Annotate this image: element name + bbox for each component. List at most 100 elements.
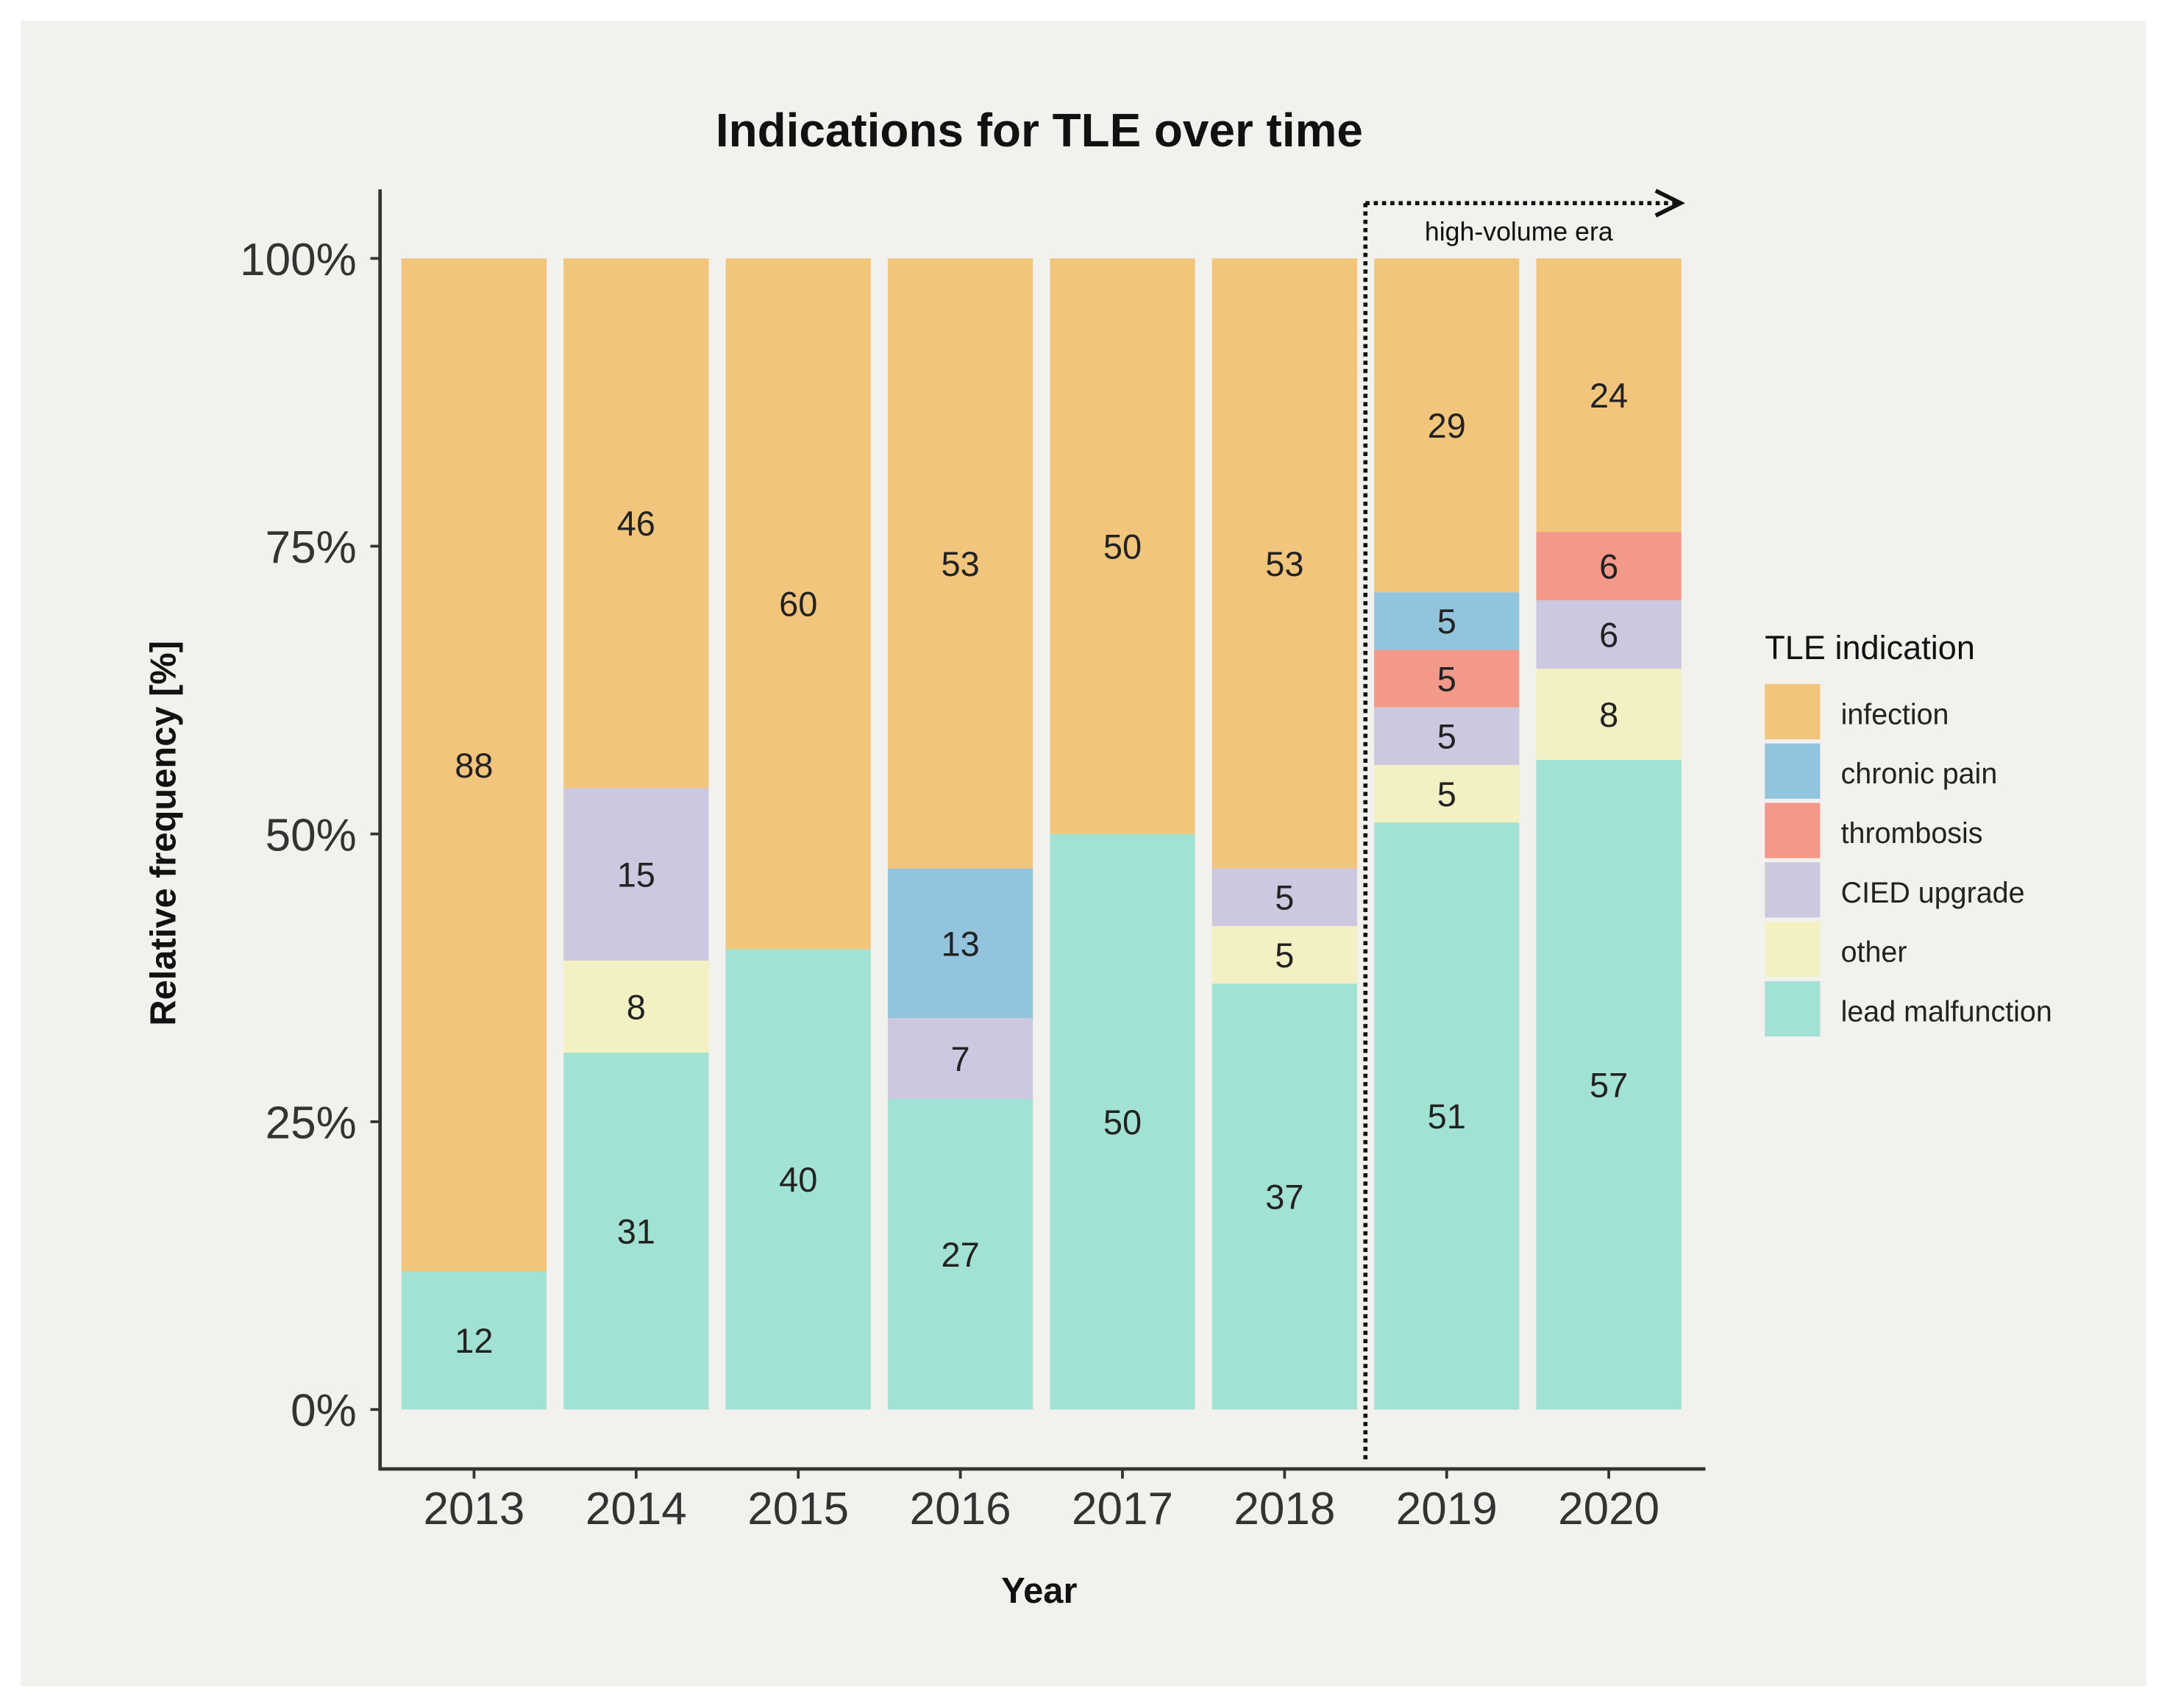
x-tick-label: 2018 bbox=[1234, 1484, 1335, 1534]
arrow-right-icon bbox=[1654, 188, 1685, 218]
legend-swatch bbox=[1765, 803, 1821, 858]
y-tick-label: 25% bbox=[266, 1098, 357, 1149]
data-label: 51 bbox=[1428, 1097, 1466, 1136]
bar-stack-2020: 57 8 6 6 24 bbox=[1536, 258, 1682, 1410]
bar-segment-infection bbox=[401, 258, 547, 1272]
bar-segment-infection bbox=[1050, 258, 1195, 834]
bar-segment-infection bbox=[1211, 258, 1358, 869]
y-tick-label: 0% bbox=[291, 1386, 357, 1437]
bar-segment-infection bbox=[887, 258, 1033, 869]
x-tick-label: 2013 bbox=[423, 1484, 524, 1534]
bar-stack-2014: 31 8 15 46 bbox=[563, 258, 709, 1410]
data-label: 40 bbox=[779, 1160, 817, 1199]
bar-segment-lead-malfunction bbox=[1211, 983, 1358, 1410]
x-tick-label: 2015 bbox=[747, 1484, 849, 1534]
data-label: 5 bbox=[1275, 878, 1294, 917]
bar-stack-2018: 37 5 5 53 bbox=[1211, 258, 1358, 1410]
bar-stack-2017: 50 50 bbox=[1050, 258, 1195, 1410]
high-volume-era-annotation: high-volume era bbox=[1363, 188, 1685, 1462]
y-tick-label: 100% bbox=[240, 235, 357, 285]
bar-segment-lead-malfunction bbox=[725, 949, 871, 1410]
chart-title: Indications for TLE over time bbox=[716, 104, 1363, 157]
data-label: 37 bbox=[1265, 1178, 1303, 1217]
data-label: 7 bbox=[951, 1039, 970, 1078]
legend-swatch bbox=[1765, 862, 1821, 918]
data-label: 88 bbox=[455, 746, 493, 785]
legend-item-infection: infection bbox=[1765, 683, 1949, 740]
x-tick-label: 2020 bbox=[1558, 1484, 1659, 1534]
legend: infection chronic pain thrombosis CIED upgr… bbox=[1765, 683, 2052, 1036]
legend-item-cied-upgrade: CIED upgrade bbox=[1765, 862, 2025, 918]
bar-segment-lead-malfunction bbox=[563, 1053, 709, 1410]
legend-item-thrombosis: thrombosis bbox=[1765, 803, 1982, 858]
legend-title: TLE indication bbox=[1765, 629, 1975, 666]
bar-segment-chronic-pain bbox=[887, 868, 1033, 1019]
legend-swatch bbox=[1765, 922, 1821, 978]
data-label: 15 bbox=[617, 855, 655, 894]
bar-stack-2019: 51 5 5 5 5 29 bbox=[1374, 258, 1520, 1410]
era-label: high-volume era bbox=[1425, 217, 1613, 246]
y-tick-label: 75% bbox=[266, 522, 357, 573]
legend-label: CIED upgrade bbox=[1841, 877, 2025, 909]
x-tick-label: 2017 bbox=[1072, 1484, 1173, 1534]
legend-swatch bbox=[1765, 743, 1821, 799]
legend-label: infection bbox=[1841, 698, 1949, 730]
data-label: 24 bbox=[1590, 376, 1628, 415]
data-label: 29 bbox=[1428, 406, 1466, 445]
bar-stack-2013: 12 88 bbox=[401, 258, 547, 1410]
y-axis-ticks: 0% 25% 50% 75% 100% bbox=[240, 235, 380, 1437]
y-axis-title: Relative frequency [%] bbox=[144, 641, 184, 1026]
bar-segment-thrombosis bbox=[1536, 532, 1682, 601]
data-label: 6 bbox=[1599, 616, 1618, 655]
legend-item-chronic-pain: chronic pain bbox=[1765, 743, 1998, 799]
bar-segment-other bbox=[1211, 925, 1358, 984]
legend-label: chronic pain bbox=[1841, 758, 1998, 790]
data-label: 6 bbox=[1599, 547, 1618, 586]
legend-item-other: other bbox=[1765, 922, 1907, 978]
data-label: 27 bbox=[941, 1235, 979, 1274]
bar-segment-other bbox=[1536, 669, 1682, 761]
data-label: 50 bbox=[1103, 1103, 1142, 1142]
legend-swatch bbox=[1765, 981, 1821, 1036]
bar-segment-cied-upgrade bbox=[1536, 600, 1682, 669]
y-tick-label: 50% bbox=[266, 810, 357, 861]
data-label: 5 bbox=[1437, 659, 1456, 698]
data-label: 60 bbox=[779, 585, 817, 624]
bar-segment-infection bbox=[1536, 258, 1682, 533]
legend-label: thrombosis bbox=[1841, 817, 1983, 850]
bar-segment-chronic-pain bbox=[1374, 592, 1520, 650]
data-label: 13 bbox=[941, 924, 979, 963]
data-label: 50 bbox=[1103, 527, 1142, 566]
legend-label: lead malfunction bbox=[1841, 995, 2052, 1028]
data-label: 8 bbox=[627, 987, 646, 1026]
data-label: 31 bbox=[617, 1212, 655, 1251]
bar-segment-other bbox=[563, 960, 709, 1053]
data-label: 5 bbox=[1275, 936, 1294, 975]
x-axis-ticks: 2013 2014 2015 2016 2017 2018 2019 2020 bbox=[423, 1468, 1659, 1534]
bar-segment-cied-upgrade bbox=[1211, 868, 1358, 926]
data-label: 8 bbox=[1599, 695, 1618, 734]
data-label: 5 bbox=[1437, 717, 1456, 756]
bar-segment-infection bbox=[1374, 258, 1520, 593]
bar-segment-lead-malfunction bbox=[401, 1271, 547, 1410]
bar-segment-infection bbox=[563, 258, 709, 789]
bar-segment-lead-malfunction bbox=[887, 1098, 1033, 1410]
x-tick-label: 2016 bbox=[910, 1484, 1011, 1534]
bar-segment-infection bbox=[725, 258, 871, 950]
bar-segment-other bbox=[1374, 764, 1520, 823]
bar-segment-cied-upgrade bbox=[1374, 707, 1520, 765]
bar-segment-cied-upgrade bbox=[887, 1018, 1033, 1099]
data-label: 53 bbox=[1265, 544, 1303, 583]
data-label: 5 bbox=[1437, 775, 1456, 814]
bar-segment-thrombosis bbox=[1374, 650, 1520, 708]
x-axis-title: Year bbox=[1001, 1571, 1077, 1611]
data-label: 57 bbox=[1590, 1066, 1628, 1105]
bar-segment-lead-malfunction bbox=[1374, 822, 1520, 1410]
data-label: 12 bbox=[455, 1321, 493, 1360]
legend-swatch bbox=[1765, 683, 1821, 740]
x-tick-label: 2019 bbox=[1396, 1484, 1498, 1534]
bar-segment-lead-malfunction bbox=[1050, 833, 1195, 1410]
data-label: 46 bbox=[617, 504, 655, 543]
data-label: 53 bbox=[941, 544, 979, 583]
